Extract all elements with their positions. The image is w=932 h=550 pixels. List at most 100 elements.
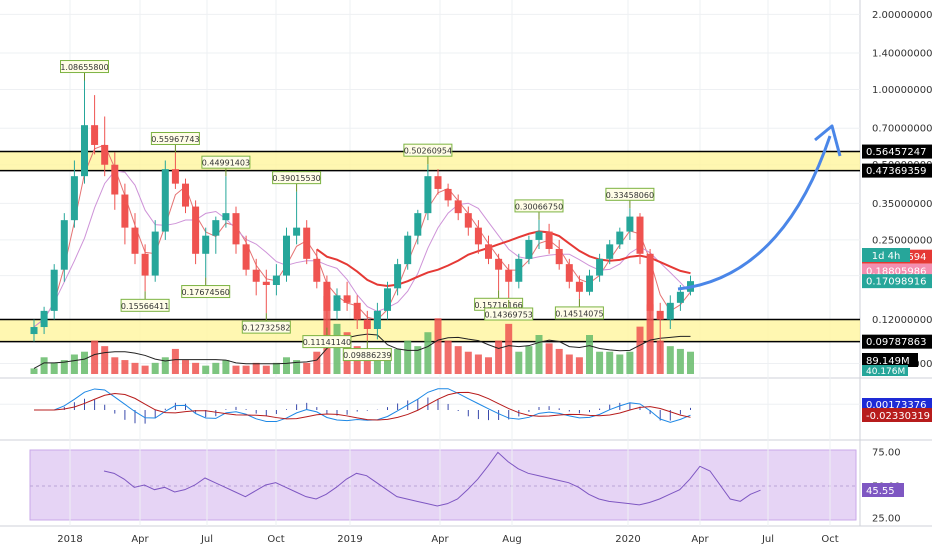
callout-box — [514, 199, 564, 213]
time-axis[interactable] — [0, 526, 860, 550]
candle-body — [384, 288, 391, 311]
candle-body — [343, 295, 351, 303]
candle-body — [555, 248, 563, 265]
callout-value: 0.30066750 — [515, 202, 563, 211]
ma-slow-line — [316, 230, 691, 287]
candle-body — [222, 213, 230, 221]
volume-bar — [394, 348, 402, 374]
rsi-pane — [103, 451, 761, 507]
volume-bar — [616, 354, 624, 374]
volume-bar — [60, 360, 68, 374]
candlestick-series — [30, 80, 694, 364]
callout-value: 0.15716166 — [474, 301, 522, 310]
ma-mid-line — [33, 170, 691, 328]
callout-value: 0.11141140 — [303, 338, 351, 347]
volume-bar — [575, 357, 583, 374]
candle-body — [394, 264, 402, 289]
moving-averages — [33, 144, 691, 328]
volume-bar — [30, 368, 38, 374]
volume-bar — [182, 360, 189, 374]
price-badge — [862, 163, 932, 178]
volume-bar — [91, 340, 99, 374]
volume-bar — [666, 346, 674, 374]
price-axis-label: 1.00000000 — [872, 85, 932, 96]
candle-body — [424, 176, 432, 214]
candle-body — [283, 235, 290, 276]
macd-line — [34, 388, 691, 423]
price-badge-text: 0.17098916 — [866, 277, 926, 288]
time-axis-label: Oct — [267, 534, 284, 545]
candle-body — [202, 235, 210, 254]
volume-bar — [485, 357, 492, 374]
price-badge — [862, 144, 932, 159]
candle-body — [505, 269, 513, 282]
callout-box — [60, 60, 109, 74]
candle-body — [60, 220, 68, 270]
volume-bar — [646, 304, 654, 374]
volume-bar — [474, 354, 482, 374]
rsi-badge — [862, 483, 904, 497]
volume-bar — [525, 346, 533, 374]
candle-body — [212, 220, 220, 236]
volume-bar — [121, 360, 129, 374]
callout-value: 0.44991403 — [202, 159, 250, 168]
time-axis-label: Apr — [431, 534, 449, 545]
volume-bar — [545, 343, 553, 374]
volume-ma-line — [33, 333, 691, 369]
time-axis-label: Jul — [200, 534, 213, 545]
time-axis-label: Apr — [691, 534, 709, 545]
time-axis-label: Apr — [131, 534, 149, 545]
callout-value: 0.33458060 — [606, 191, 654, 200]
volume-bar — [70, 354, 78, 374]
candle-body — [272, 275, 280, 286]
volume-bar — [424, 332, 432, 374]
candle-body — [535, 231, 543, 240]
volume-bar — [272, 362, 280, 374]
volume-badge-text: 40.176M — [866, 367, 905, 377]
rsi-badge-text: 45.55 — [866, 486, 895, 497]
volume-bar — [596, 351, 604, 374]
callout-value: 0.15566411 — [121, 302, 169, 311]
price-badge — [862, 334, 932, 349]
candle-body — [565, 264, 573, 282]
candle-body — [444, 188, 452, 201]
volume-bar — [555, 348, 563, 374]
candle-body — [262, 281, 270, 286]
candle-body — [293, 227, 301, 236]
candle-body — [40, 310, 48, 328]
candle-body — [192, 206, 200, 254]
price-badge-text: 0.18805986 — [866, 266, 926, 277]
rsi-axis-label: 25.00 — [872, 514, 901, 525]
callout-box — [484, 307, 534, 321]
callout-box — [605, 187, 655, 201]
volume-bar — [495, 340, 503, 374]
signal-badge — [862, 408, 932, 422]
price-axis-badges: 0.564572470.473693590.214196940.18805986… — [862, 144, 932, 497]
callout-value: 0.55967743 — [151, 135, 199, 144]
candle-body — [596, 258, 604, 276]
volume-bar — [373, 357, 381, 374]
candle-body — [586, 275, 593, 292]
macd-badge-text: 0.00173376 — [866, 400, 926, 411]
candle-body — [434, 176, 442, 189]
candle-body — [323, 281, 331, 311]
volume-bar — [232, 365, 240, 374]
candle-body — [464, 213, 472, 228]
callout-value: 0.17674560 — [182, 288, 230, 297]
volume-bar — [141, 365, 149, 374]
volume-bar — [151, 362, 159, 374]
callout-box — [302, 335, 352, 349]
callout-value: 0.39015530 — [272, 174, 320, 183]
rsi-axis-label: 75.00 — [872, 448, 901, 459]
candle-body — [636, 216, 644, 254]
volume-bar — [535, 335, 543, 374]
volume-bar — [505, 323, 513, 374]
volume-bar — [212, 362, 220, 374]
callout-value: 0.09886239 — [343, 351, 391, 360]
time-axis-label: 2019 — [337, 534, 362, 545]
price-axis-label: 0.25000000 — [872, 235, 932, 246]
candle-body — [111, 164, 119, 195]
callout-box — [181, 285, 231, 299]
candle-body — [333, 295, 341, 311]
